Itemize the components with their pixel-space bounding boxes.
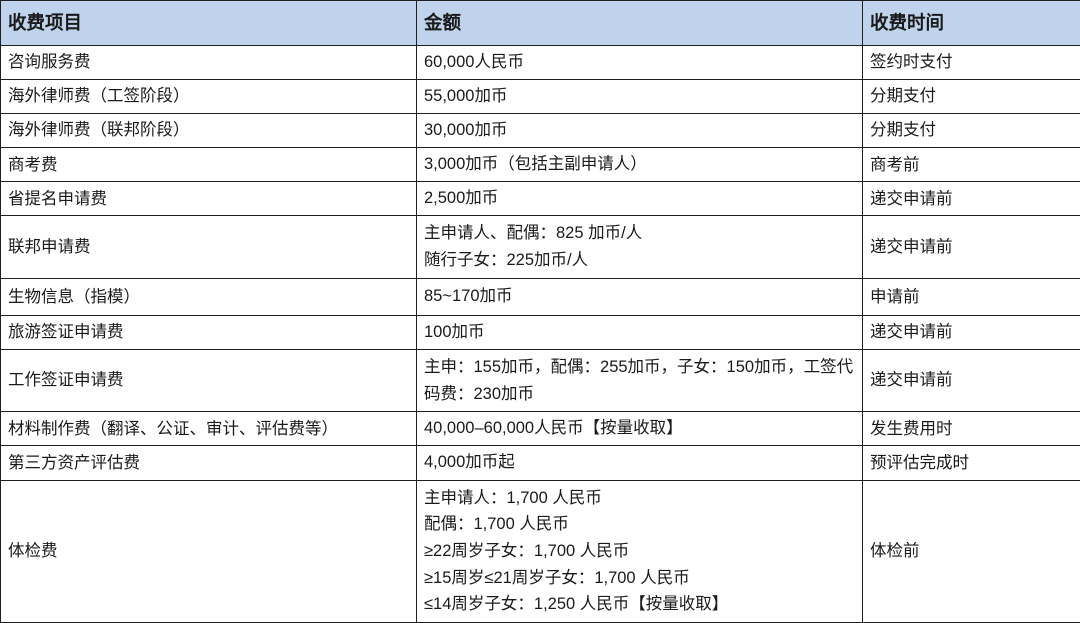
table-header-row: 收费项目 金额 收费时间: [1, 1, 1080, 46]
cell-time: 发生费用时: [863, 412, 1080, 446]
amount-line: 2,500加币: [424, 186, 855, 211]
amount-line: ≥22周岁子女：1,700 人民币: [424, 538, 855, 565]
table-row: 联邦申请费 主申请人、配偶：825 加币/人 随行子女：225加币/人 递交申请…: [1, 216, 1080, 278]
amount-line: 55,000加币: [424, 84, 855, 109]
cell-item: 省提名申请费: [1, 182, 417, 216]
cell-amount: 2,500加币: [417, 182, 863, 216]
table-row: 工作签证申请费 主申：155加币，配偶：255加币，子女：150加币，工签代码费…: [1, 349, 1080, 411]
cell-item: 联邦申请费: [1, 216, 417, 278]
cell-item: 咨询服务费: [1, 46, 417, 80]
cell-item: 第三方资产评估费: [1, 446, 417, 480]
cell-time: 体检前: [863, 480, 1080, 623]
amount-line: 主申：155加币，配偶：255加币，子女：150加币，工签代码费：230加币: [424, 354, 855, 407]
amount-line: 60,000人民币: [424, 50, 855, 75]
cell-time: 分期支付: [863, 80, 1080, 114]
table-row: 咨询服务费 60,000人民币 签约时支付: [1, 46, 1080, 80]
table-row: 旅游签证申请费 100加币 递交申请前: [1, 315, 1080, 349]
amount-line: 30,000加币: [424, 118, 855, 143]
column-header-amount: 金额: [417, 1, 863, 46]
amount-line: 3,000加币（包括主副申请人）: [424, 152, 855, 177]
cell-item: 商考费: [1, 148, 417, 182]
amount-line: 4,000加币起: [424, 450, 855, 475]
amount-line: 主申请人：1,700 人民币: [424, 485, 855, 512]
cell-amount: 主申：155加币，配偶：255加币，子女：150加币，工签代码费：230加币: [417, 349, 863, 411]
cell-time: 签约时支付: [863, 46, 1080, 80]
table-row: 生物信息（指模） 85~170加币 申请前: [1, 278, 1080, 315]
cell-time: 预评估完成时: [863, 446, 1080, 480]
cell-time: 申请前: [863, 278, 1080, 315]
cell-time: 递交申请前: [863, 182, 1080, 216]
amount-line: ≤14周岁子女：1,250 人民币【按量收取】: [424, 591, 855, 618]
cell-amount: 100加币: [417, 315, 863, 349]
table-row: 海外律师费（联邦阶段） 30,000加币 分期支付: [1, 114, 1080, 148]
cell-item: 海外律师费（联邦阶段）: [1, 114, 417, 148]
amount-line: 100加币: [424, 320, 855, 345]
amount-line: 随行子女：225加币/人: [424, 247, 855, 274]
cell-time: 分期支付: [863, 114, 1080, 148]
table-row: 商考费 3,000加币（包括主副申请人） 商考前: [1, 148, 1080, 182]
cell-amount: 60,000人民币: [417, 46, 863, 80]
table-row: 体检费 主申请人：1,700 人民币 配偶：1,700 人民币 ≥22周岁子女：…: [1, 480, 1080, 623]
cell-amount: 85~170加币: [417, 278, 863, 315]
column-header-item: 收费项目: [1, 1, 417, 46]
cell-time: 商考前: [863, 148, 1080, 182]
table-header: 收费项目 金额 收费时间: [1, 1, 1080, 46]
cell-item: 旅游签证申请费: [1, 315, 417, 349]
cell-item: 体检费: [1, 480, 417, 623]
table-row: 海外律师费（工签阶段） 55,000加币 分期支付: [1, 80, 1080, 114]
cell-item: 材料制作费（翻译、公证、审计、评估费等）: [1, 412, 417, 446]
cell-item: 海外律师费（工签阶段）: [1, 80, 417, 114]
table-row: 省提名申请费 2,500加币 递交申请前: [1, 182, 1080, 216]
cell-item: 工作签证申请费: [1, 349, 417, 411]
amount-line: 85~170加币: [424, 284, 855, 309]
column-header-time: 收费时间: [863, 1, 1080, 46]
cell-amount: 主申请人、配偶：825 加币/人 随行子女：225加币/人: [417, 216, 863, 278]
amount-line: 40,000–60,000人民币【按量收取】: [424, 416, 855, 441]
cell-item: 生物信息（指模）: [1, 278, 417, 315]
cell-amount: 4,000加币起: [417, 446, 863, 480]
amount-line: ≥15周岁≤21周岁子女：1,700 人民币: [424, 565, 855, 592]
cell-amount: 55,000加币: [417, 80, 863, 114]
amount-line: 配偶：1,700 人民币: [424, 511, 855, 538]
cell-amount: 30,000加币: [417, 114, 863, 148]
cell-time: 递交申请前: [863, 216, 1080, 278]
cell-amount: 40,000–60,000人民币【按量收取】: [417, 412, 863, 446]
cell-time: 递交申请前: [863, 349, 1080, 411]
cell-amount: 主申请人：1,700 人民币 配偶：1,700 人民币 ≥22周岁子女：1,70…: [417, 480, 863, 623]
amount-line: 主申请人、配偶：825 加币/人: [424, 220, 855, 247]
table-body: 咨询服务费 60,000人民币 签约时支付 海外律师费（工签阶段） 55,000…: [1, 46, 1080, 623]
table-row: 材料制作费（翻译、公证、审计、评估费等） 40,000–60,000人民币【按量…: [1, 412, 1080, 446]
table-row: 第三方资产评估费 4,000加币起 预评估完成时: [1, 446, 1080, 480]
cell-time: 递交申请前: [863, 315, 1080, 349]
cell-amount: 3,000加币（包括主副申请人）: [417, 148, 863, 182]
